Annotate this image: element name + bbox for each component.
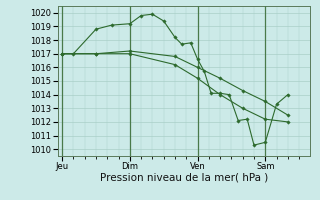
X-axis label: Pression niveau de la mer( hPa ): Pression niveau de la mer( hPa ): [100, 173, 268, 183]
